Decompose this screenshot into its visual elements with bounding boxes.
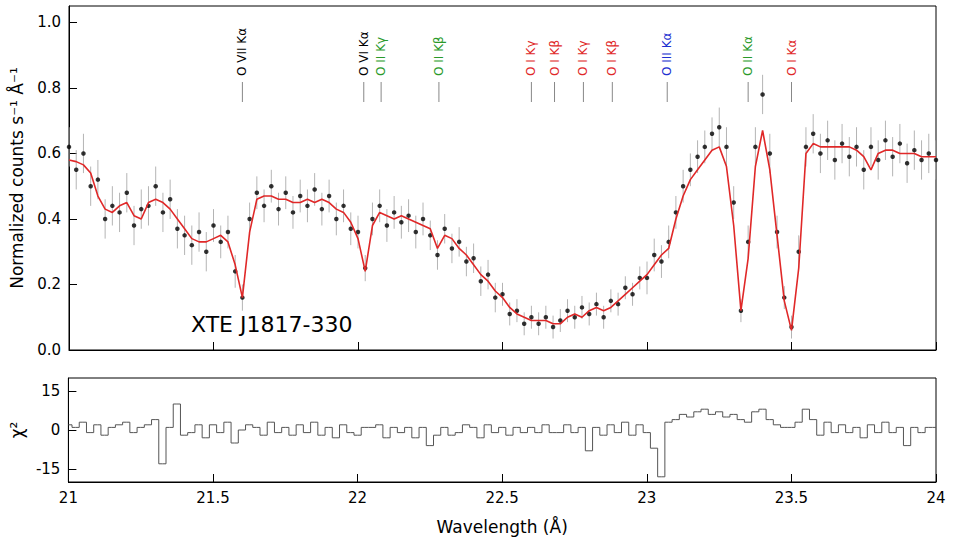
- svg-text:O I Kγ: O I Kγ: [524, 40, 538, 76]
- svg-text:O I Kβ: O I Kβ: [548, 40, 562, 76]
- svg-text:0.6: 0.6: [37, 144, 61, 162]
- svg-text:1.0: 1.0: [37, 13, 61, 31]
- svg-text:O II Kγ: O II Kγ: [374, 37, 388, 76]
- svg-text:22.5: 22.5: [485, 489, 518, 507]
- svg-text:Normalized counts s⁻¹ Å⁻¹: Normalized counts s⁻¹ Å⁻¹: [6, 67, 27, 289]
- svg-text:0.0: 0.0: [37, 341, 61, 359]
- svg-text:χ²: χ²: [7, 422, 27, 439]
- svg-text:O VII Kα: O VII Kα: [235, 28, 249, 76]
- svg-text:O III Kα: O III Kα: [660, 32, 674, 76]
- svg-text:O II Kα: O II Kα: [741, 36, 755, 76]
- svg-text:15: 15: [41, 382, 60, 400]
- svg-text:Wavelength (Å): Wavelength (Å): [437, 516, 568, 537]
- svg-text:0.8: 0.8: [37, 79, 61, 97]
- svg-text:23.5: 23.5: [775, 489, 808, 507]
- svg-text:O I Kα: O I Kα: [785, 40, 799, 76]
- svg-text:24: 24: [926, 489, 945, 507]
- svg-text:22: 22: [348, 489, 367, 507]
- svg-text:-15: -15: [36, 460, 61, 478]
- svg-text:O II Kβ: O II Kβ: [432, 36, 446, 76]
- svg-text:21: 21: [59, 489, 78, 507]
- svg-text:0: 0: [51, 421, 61, 439]
- svg-text:O I Kγ: O I Kγ: [576, 40, 590, 76]
- svg-text:23: 23: [637, 489, 656, 507]
- svg-text:XTE J1817-330: XTE J1817-330: [191, 312, 352, 337]
- svg-text:O I Kβ: O I Kβ: [605, 40, 619, 76]
- svg-text:O VI Kα: O VI Kα: [357, 31, 371, 76]
- svg-text:21.5: 21.5: [196, 489, 229, 507]
- svg-text:0.2: 0.2: [37, 275, 61, 293]
- svg-text:0.4: 0.4: [37, 210, 61, 228]
